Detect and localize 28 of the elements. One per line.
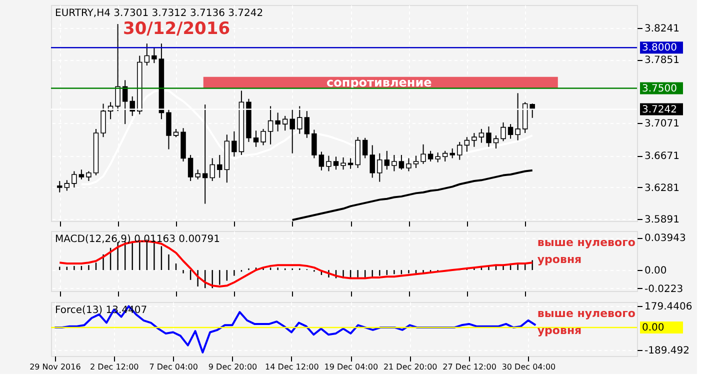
x-tick-label: 27 Dec 12:00	[442, 362, 496, 372]
y-tick-label: 3.6281	[644, 182, 680, 194]
annotation: 30/12/2016	[123, 19, 230, 39]
x-tick-label: 19 Dec 04:00	[324, 362, 378, 372]
x-tick-label: 9 Dec 20:00	[208, 362, 258, 372]
y-tick-label: 3.5891	[644, 214, 680, 226]
y-tick-label: -189.492	[644, 346, 690, 357]
ref-line-label: 3.7500	[642, 83, 677, 94]
x-tick-label: 14 Dec 12:00	[265, 362, 319, 372]
x-tick-label: 2 Dec 12:00	[90, 362, 139, 372]
y-tick-label: 3.6671	[644, 151, 680, 162]
text: выше нулевого уровня	[537, 236, 636, 266]
band-label: сопротивление	[326, 76, 432, 90]
y-tick-label: 3.7851	[644, 55, 680, 66]
chart-title: EURTRY,H4 3.7301 3.7312 3.7136 3.7242	[55, 8, 264, 19]
x-tick-label: 21 Dec 20:00	[383, 362, 438, 372]
x-tick-label: 7 Dec 04:00	[149, 362, 198, 372]
y-tick-label: 0.00	[644, 266, 667, 277]
y-tick-label: -0.0223	[644, 284, 684, 295]
x-tick-label: 29 Nov 2016	[30, 362, 81, 372]
y-tick-label: 3.7071	[644, 118, 680, 130]
y-tick-label: 0.03943	[644, 233, 686, 244]
y-tick-label: 3.8241	[644, 24, 680, 35]
x-tick-label: 30 Dec 04:00	[502, 362, 556, 372]
ref-line-label: 3.7242	[642, 104, 677, 116]
y-tick-label: 179.4406	[644, 302, 692, 313]
ref-line-label: 3.8000	[642, 42, 677, 54]
annotation: выше нулевого уровня	[537, 307, 636, 337]
